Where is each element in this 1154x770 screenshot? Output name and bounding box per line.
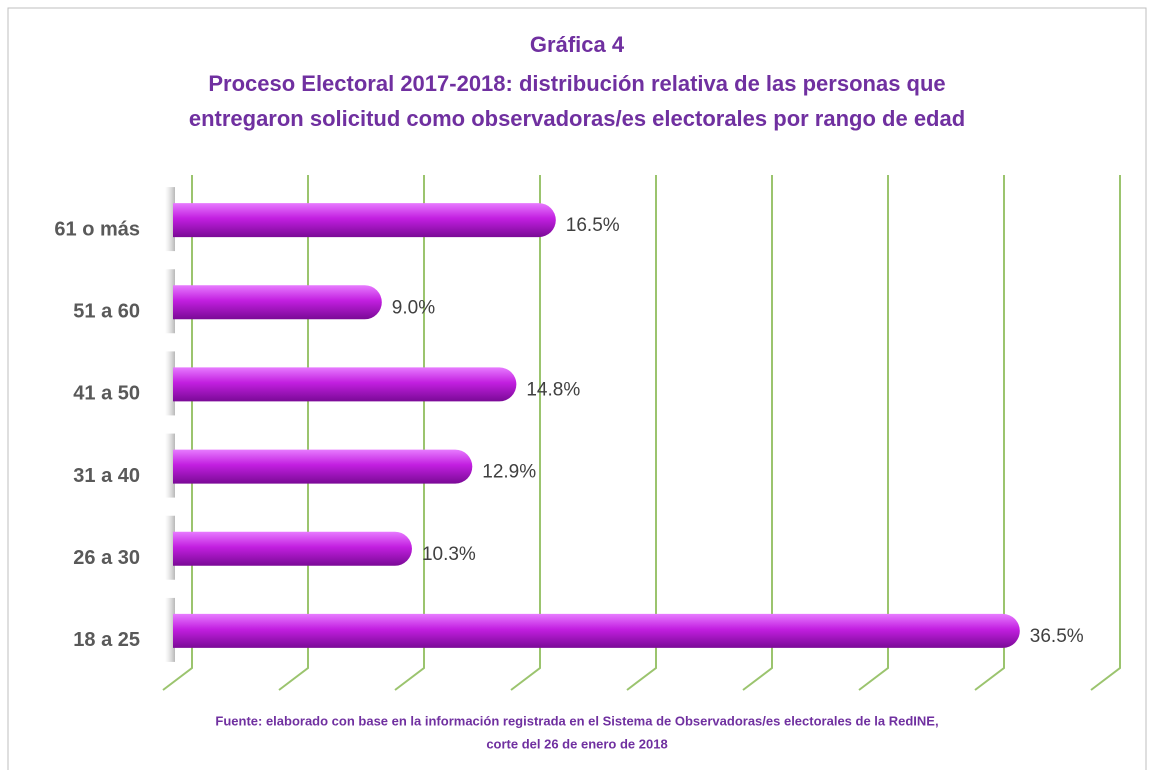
data-label: 9.0% bbox=[392, 297, 435, 318]
bar-shadow bbox=[165, 433, 175, 498]
bar bbox=[173, 203, 556, 238]
grid-line bbox=[278, 175, 309, 691]
grid-line bbox=[858, 175, 889, 691]
y-tick-label: 31 a 40 bbox=[73, 465, 140, 487]
y-tick-label: 26 a 30 bbox=[73, 547, 140, 569]
chart-title: entregaron solicitud como observadoras/e… bbox=[189, 106, 965, 131]
grid-line bbox=[974, 175, 1005, 691]
grid-line bbox=[510, 175, 541, 691]
bar-shadow bbox=[165, 515, 175, 580]
data-label: 16.5% bbox=[566, 215, 620, 236]
data-label: 36.5% bbox=[1030, 626, 1084, 647]
bar bbox=[173, 367, 517, 402]
chart-title: Gráfica 4 bbox=[530, 32, 625, 57]
bar bbox=[173, 531, 412, 566]
chart-title: Proceso Electoral 2017-2018: distribució… bbox=[208, 71, 945, 96]
source-note: Fuente: elaborado con base en la informa… bbox=[215, 713, 938, 728]
bar-shadow bbox=[165, 187, 175, 252]
source-note: corte del 26 de enero de 2018 bbox=[486, 736, 667, 751]
grid-line bbox=[1090, 175, 1121, 691]
y-tick-label: 51 a 60 bbox=[73, 301, 140, 323]
bar bbox=[173, 285, 382, 320]
frame bbox=[7, 7, 1147, 770]
y-tick-label: 18 a 25 bbox=[73, 629, 140, 651]
bar bbox=[173, 449, 473, 484]
y-tick-label: 41 a 50 bbox=[73, 383, 140, 405]
bar-shadow bbox=[165, 351, 175, 416]
grid-line bbox=[394, 175, 425, 691]
y-tick-label: 61 o más bbox=[54, 218, 140, 240]
bar bbox=[173, 613, 1020, 648]
grid-line bbox=[626, 175, 657, 691]
data-label: 10.3% bbox=[422, 544, 476, 565]
grid-line bbox=[742, 175, 773, 691]
bar-shadow bbox=[165, 269, 175, 334]
bar-shadow bbox=[165, 597, 175, 662]
data-label: 14.8% bbox=[526, 379, 580, 400]
grid-line bbox=[162, 175, 193, 691]
data-label: 12.9% bbox=[482, 462, 536, 483]
